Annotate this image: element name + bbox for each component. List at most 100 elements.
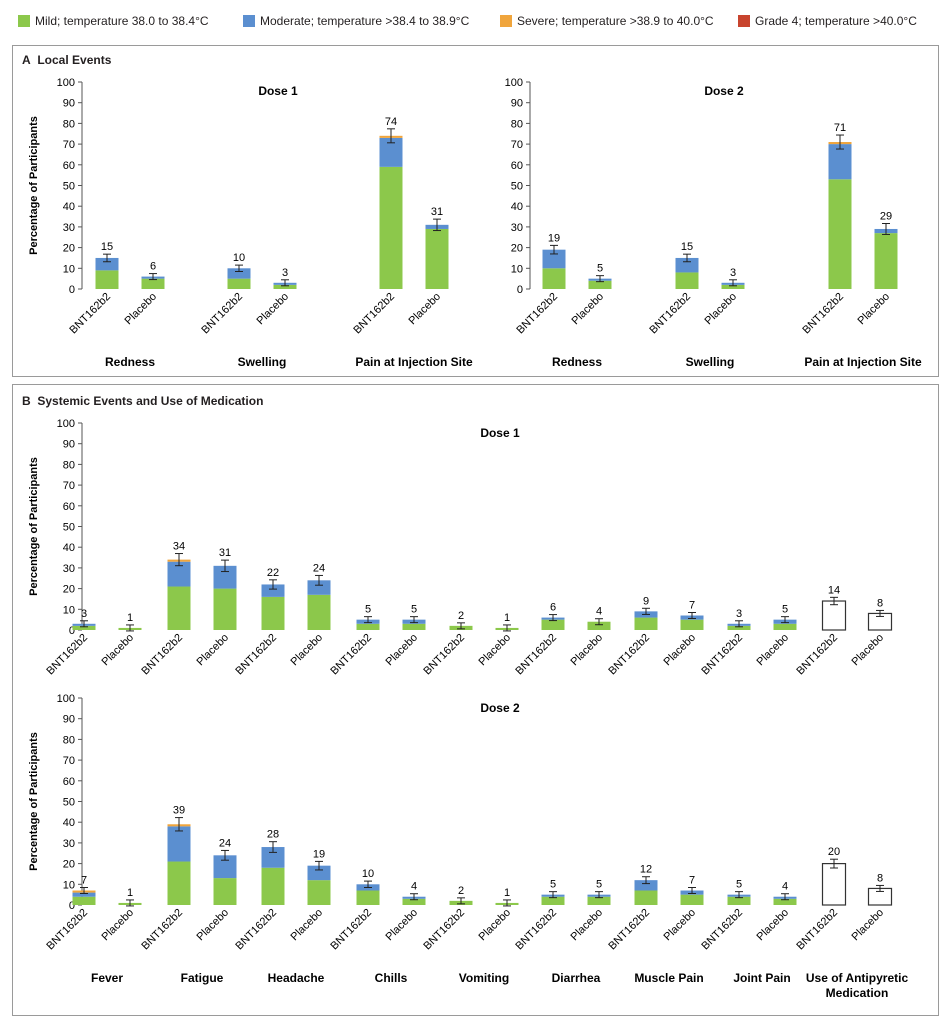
chart4-data-label: 4 (411, 881, 417, 893)
chart4-bar-label: Placebo (100, 907, 137, 944)
chart3-ytick-label: 70 (63, 480, 75, 492)
chart4-bar-segment-moderate (307, 865, 331, 881)
chart4-category-label: Fever (91, 971, 123, 985)
legend-swatch-mild (18, 15, 30, 27)
panel-a-letter: A (22, 53, 31, 67)
chart2-bar-segment-moderate (675, 257, 699, 273)
chart3-data-label: 5 (782, 604, 788, 616)
chart4-data-label: 1 (127, 887, 133, 899)
chart3-data-label: 5 (365, 604, 371, 616)
panel-b-frame (12, 384, 939, 1016)
chart3-bar-label: Placebo (755, 632, 792, 669)
legend-swatch-severe (500, 15, 512, 27)
chart2-ytick-label: 100 (505, 77, 523, 89)
chart4-bar-label: BNT162b2 (44, 907, 90, 953)
chart2-bar-label: Placebo (570, 291, 607, 328)
chart1-bar-segment-moderate (379, 137, 403, 167)
chart4-bar-segment-moderate (634, 880, 658, 891)
panel-b-title-text: Systemic Events and Use of Medication (37, 394, 264, 408)
chart1-ytick-label: 70 (63, 139, 75, 151)
chart3-ytick-label: 30 (63, 563, 75, 575)
chart3-bar-label: BNT162b2 (421, 632, 467, 678)
chart4-category-label: Vomiting (459, 971, 509, 985)
chart2-title: Dose 2 (704, 84, 744, 98)
chart2-ytick-label: 30 (511, 222, 523, 234)
chart2-bar-segment-mild (874, 233, 898, 289)
chart4-bar-label: Placebo (569, 907, 606, 944)
chart1-ytick-label: 90 (63, 98, 75, 110)
chart2-bar-segment-mild (675, 272, 699, 289)
chart4-data-label: 19 (313, 848, 325, 860)
chart2-bar-segment-mild (588, 280, 612, 289)
legend-swatch-grade4 (738, 15, 750, 27)
chart4-data-label: 4 (782, 881, 788, 893)
chart3-bar-label: Placebo (569, 632, 606, 669)
chart4-bar-segment-mild (72, 896, 96, 905)
chart4-bar-segment-mild (402, 898, 426, 905)
chart1-data-label: 3 (282, 267, 288, 279)
chart4-ytick-label: 0 (69, 900, 75, 912)
chart4-bar-label: BNT162b2 (233, 907, 279, 953)
chart3-ytick-label: 10 (63, 604, 75, 616)
chart3-data-label: 1 (127, 612, 133, 624)
chart4-bar-label: Placebo (384, 907, 421, 944)
panel-a-frame (12, 45, 939, 377)
chart3-data-label: 6 (550, 602, 556, 614)
legend-label-grade4: Grade 4; temperature >40.0°C (755, 14, 917, 28)
chart4-bar-label: BNT162b2 (139, 907, 185, 953)
chart1-bar-label: Placebo (123, 291, 160, 328)
legend-label-mild: Mild; temperature 38.0 to 38.4°C (35, 14, 209, 28)
chart1-category-label: Redness (105, 355, 155, 369)
chart4-ytick-label: 60 (63, 776, 75, 788)
chart2-data-label: 71 (834, 122, 846, 134)
chart3-bar-segment-moderate (261, 584, 285, 597)
chart1-data-label: 15 (101, 241, 113, 253)
chart1-category-label: Pain at Injection Site (355, 355, 473, 369)
chart3-data-label: 22 (267, 567, 279, 579)
chart4-bar-label: Placebo (662, 907, 699, 944)
chart3-ytick-label: 90 (63, 439, 75, 451)
chart4-y-axis-label: Percentage of Participants (28, 732, 40, 871)
chart3-bar-label: Placebo (662, 632, 699, 669)
chart2-category-label: Redness (552, 355, 602, 369)
legend-swatch-moderate (243, 15, 255, 27)
panel-b-title: B Systemic Events and Use of Medication (22, 394, 263, 408)
chart3-bar-segment-mild (727, 625, 751, 630)
chart4-ytick-label: 70 (63, 755, 75, 767)
chart1-bar-label: Placebo (255, 291, 292, 328)
chart1-bar-segment-moderate (95, 257, 119, 271)
chart2-bar-label: BNT162b2 (647, 291, 693, 337)
chart2-bar-segment-moderate (828, 144, 852, 180)
chart4-bar-segment-mild (680, 894, 704, 905)
chart3-bar-segment-mild (307, 594, 331, 630)
chart3-bar-medication (821, 600, 847, 631)
chart2-ytick-label: 20 (511, 243, 523, 255)
chart1-ytick-label: 30 (63, 222, 75, 234)
chart4-category-label: Medication (826, 986, 889, 1000)
chart3-ytick-label: 20 (63, 584, 75, 596)
chart4-bar-segment-mild (307, 880, 331, 905)
chart4-bar-segment-mild (261, 867, 285, 905)
chart3-bar-segment-moderate (307, 580, 331, 595)
legend-label-severe: Severe; temperature >38.9 to 40.0°C (517, 14, 714, 28)
chart4-ytick-label: 50 (63, 797, 75, 809)
chart2-ytick-label: 60 (511, 160, 523, 172)
chart4-bar-segment-mild (167, 861, 191, 905)
chart4-category-label: Fatigue (181, 971, 224, 985)
chart4-category-label: Muscle Pain (634, 971, 703, 985)
chart4-bar-label: Placebo (850, 907, 887, 944)
chart3-ytick-label: 80 (63, 459, 75, 471)
chart2-bar-label: BNT162b2 (514, 291, 560, 337)
chart3-data-label: 4 (596, 606, 602, 618)
chart4-bar-segment-moderate (167, 826, 191, 862)
chart4-bar-segment-mild (634, 890, 658, 905)
chart2-data-label: 19 (548, 232, 560, 244)
chart2-data-label: 3 (730, 267, 736, 279)
chart2-category-label: Swelling (686, 355, 735, 369)
chart4-bar-label: BNT162b2 (328, 907, 374, 953)
chart3-bar-segment-mild (261, 596, 285, 630)
legend-label-moderate: Moderate; temperature >38.4 to 38.9°C (260, 14, 470, 28)
chart4-bar-segment-mild (213, 878, 237, 905)
